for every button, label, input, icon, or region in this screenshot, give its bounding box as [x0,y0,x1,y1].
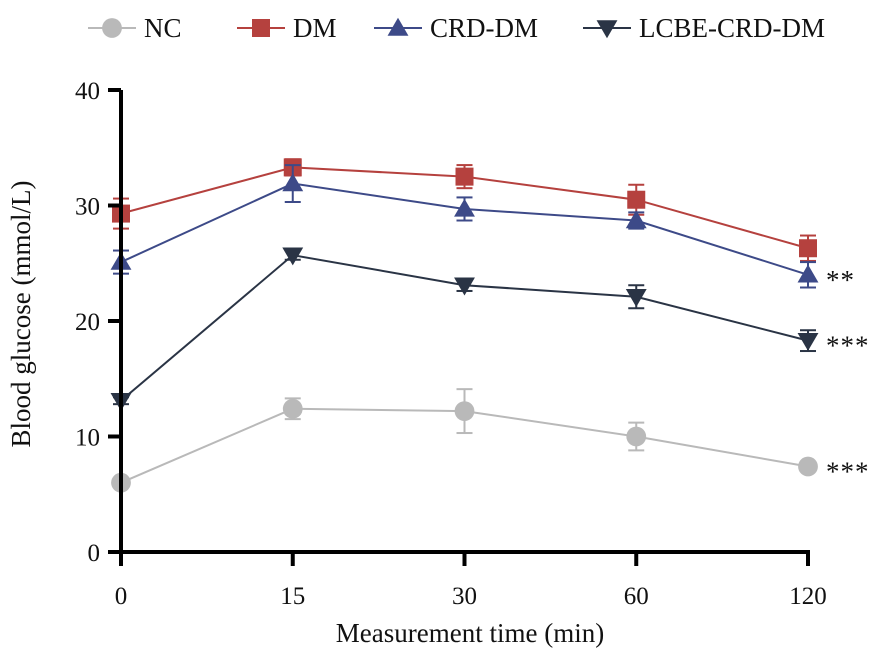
legend-label: NC [144,13,182,43]
significance-label: ** [826,265,855,295]
y-tick-label: 0 [88,540,101,567]
legend-marker [252,19,270,37]
data-point [627,190,646,209]
significance-label: *** [826,331,870,361]
legend-marker [387,17,409,36]
significance-annotations: ******** [826,265,870,487]
x-tick-label: 0 [115,583,128,610]
data-point [797,332,819,351]
data-point [454,198,475,217]
y-tick-label: 10 [75,425,100,452]
x-axis-title: Measurement time (min) [336,618,604,648]
x-tick-label: 30 [452,583,477,610]
ticks: 0 10 20 30 40 0 15 30 60 120 [75,78,827,610]
legend-item-nc: NC [88,13,182,43]
data-point [282,398,303,419]
legend-item-lcbe-crd-dm: LCBE-CRD-DM [583,13,825,43]
significance-label: *** [826,457,870,487]
data-point [455,167,474,186]
legend-marker [596,20,618,39]
series-layer [110,158,819,493]
data-point [797,264,819,283]
legend-marker [102,18,122,38]
x-tick-label: 60 [624,583,649,610]
y-tick-label: 30 [75,194,100,221]
legend-item-crd-dm: CRD-DM [374,13,538,43]
legend-label: DM [293,13,337,43]
y-tick-label: 40 [75,78,100,105]
legend-label: CRD-DM [430,13,538,43]
series-line [120,254,809,402]
series-nc [111,388,818,493]
legend-label: LCBE-CRD-DM [639,13,825,43]
legend: NC DM CRD-DM LCBE-CRD-DM [88,13,825,43]
x-tick-label: 15 [280,583,305,610]
data-point [798,456,818,477]
data-point [282,173,304,192]
data-point [454,401,475,421]
data-point [282,247,304,266]
legend-item-dm: DM [237,13,337,43]
series-lcbe-crd-dm [110,247,819,411]
data-point [799,239,817,258]
data-point [626,426,647,447]
data-point [454,277,475,296]
series-crd-dm [110,164,819,289]
x-tick-label: 120 [789,583,827,610]
data-point [625,210,647,229]
y-tick-label: 20 [75,309,100,336]
y-axis-title: Blood glucose (mmol/L) [6,181,36,448]
axes [119,90,810,554]
data-point [625,289,647,308]
